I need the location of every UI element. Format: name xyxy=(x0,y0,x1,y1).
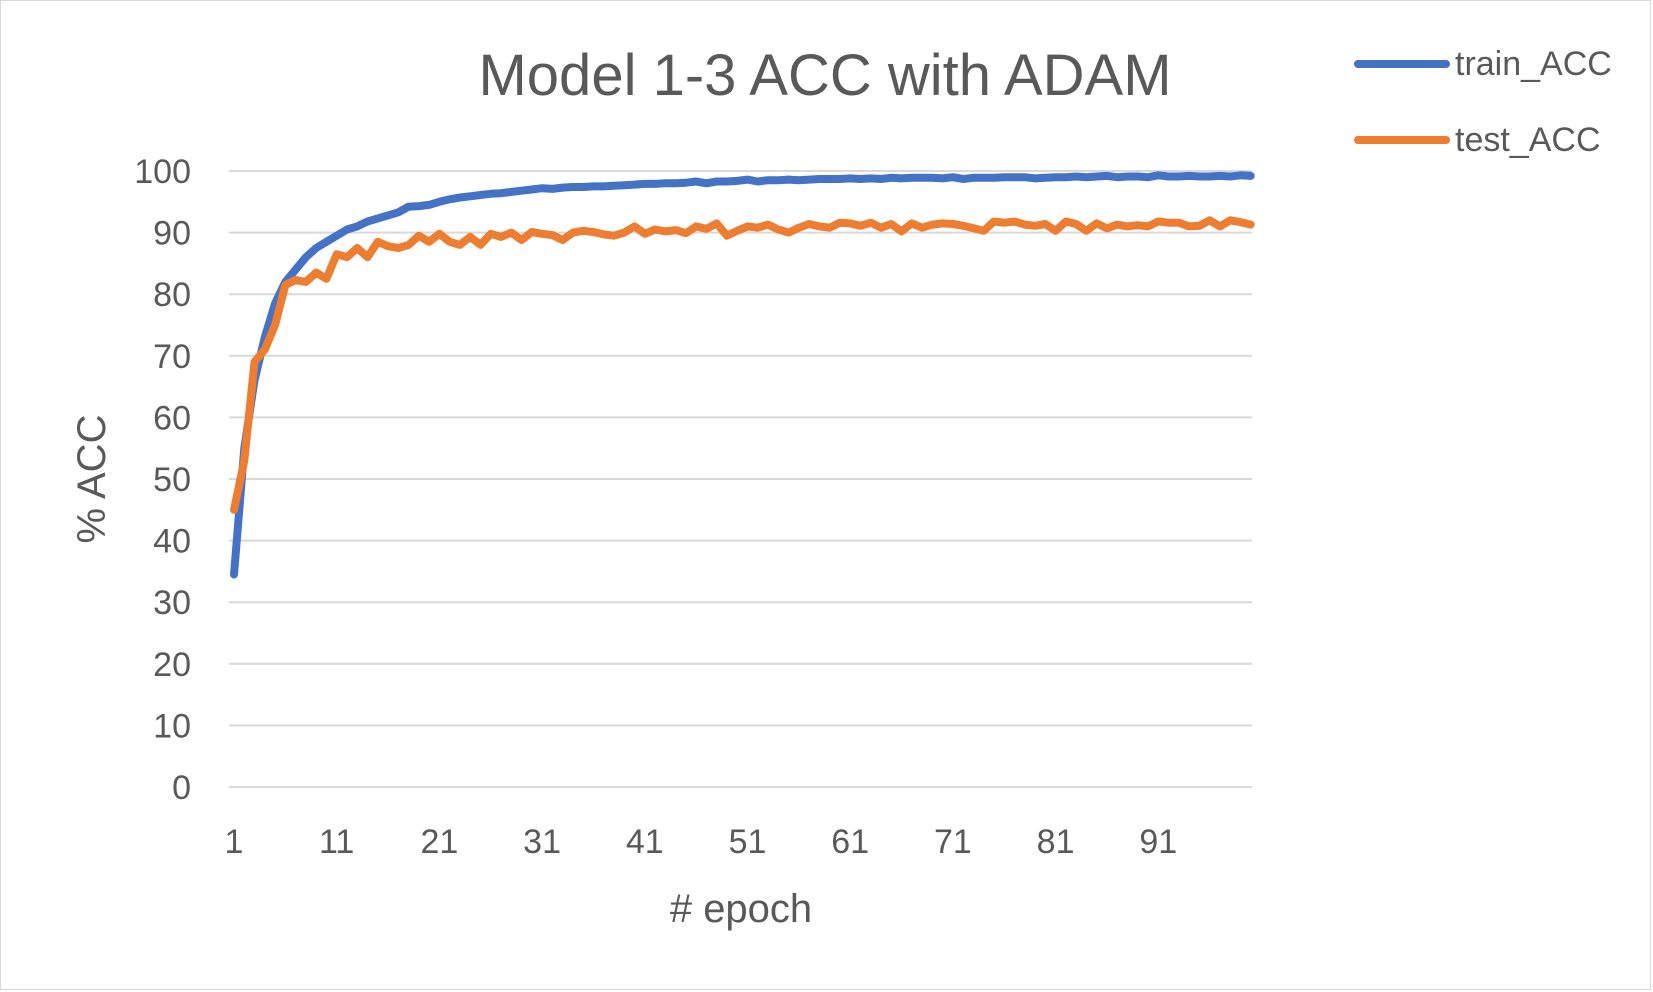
y-tick-label: 30 xyxy=(153,584,191,622)
x-tick-label: 51 xyxy=(729,823,767,861)
y-tick-label: 50 xyxy=(153,461,191,499)
y-tick-label: 100 xyxy=(134,153,191,191)
x-tick-label: 41 xyxy=(626,823,664,861)
y-tick-label: 60 xyxy=(153,399,191,437)
y-tick-label: 90 xyxy=(153,215,191,253)
x-axis-tick-labels: 1 11 21 31 41 51 61 71 81 91 xyxy=(225,823,1178,861)
y-axis-title: % ACC xyxy=(70,415,114,544)
legend-label-train_ACC: train_ACC xyxy=(1455,45,1612,83)
y-tick-label: 80 xyxy=(153,276,191,314)
y-tick-label: 20 xyxy=(153,646,191,684)
x-tick-label: 61 xyxy=(831,823,869,861)
legend-label-test_ACC: test_ACC xyxy=(1455,121,1601,159)
x-tick-label: 21 xyxy=(420,823,458,861)
gridlines xyxy=(229,170,1252,788)
x-tick-label: 71 xyxy=(934,823,972,861)
y-tick-label: 10 xyxy=(153,707,191,745)
y-tick-label: 40 xyxy=(153,523,191,561)
y-tick-label: 70 xyxy=(153,338,191,376)
series-line-test_ACC xyxy=(230,216,1255,514)
chart-title: Model 1-3 ACC with ADAM xyxy=(478,43,1171,108)
x-tick-label: 31 xyxy=(523,823,561,861)
series-lines xyxy=(230,171,1255,579)
y-tick-label: 0 xyxy=(172,769,191,807)
series-line-train_ACC xyxy=(230,171,1255,579)
x-tick-label: 81 xyxy=(1037,823,1075,861)
x-axis-title: # epoch xyxy=(670,887,812,931)
x-tick-label: 11 xyxy=(319,823,354,861)
legend: train_ACC test_ACC xyxy=(1354,45,1612,159)
x-tick-label: 91 xyxy=(1139,823,1177,861)
y-axis-tick-labels: 0 10 20 30 40 50 60 70 80 90 100 xyxy=(134,153,191,807)
x-tick-label: 1 xyxy=(225,823,244,861)
